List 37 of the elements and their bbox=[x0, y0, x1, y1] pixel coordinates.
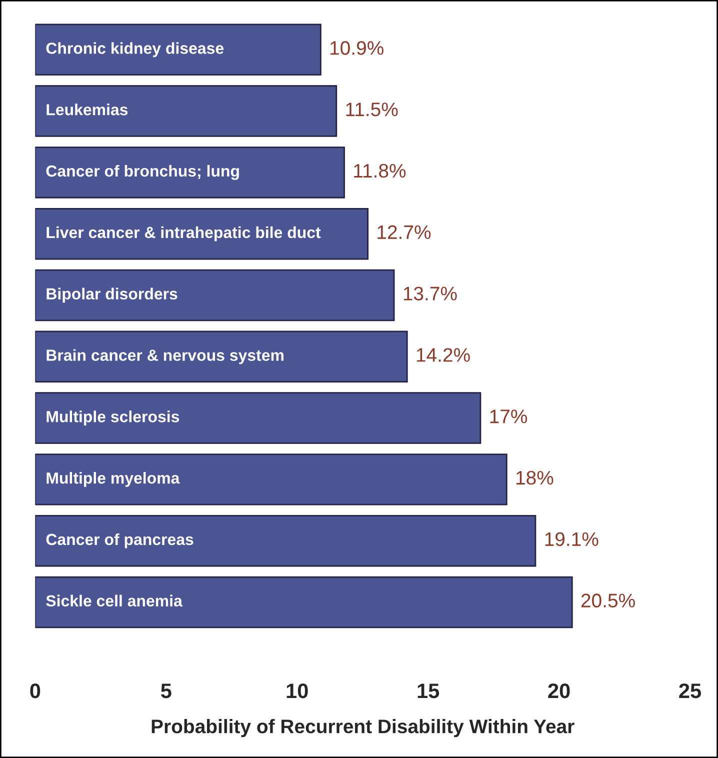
data-label: 20.5% bbox=[581, 594, 635, 608]
bar bbox=[35, 392, 482, 444]
bar bbox=[35, 269, 395, 322]
x-tick-label: 5 bbox=[160, 684, 172, 698]
bar bbox=[35, 514, 536, 567]
y-tick-label: Chronic kidney disease bbox=[46, 42, 224, 58]
bar bbox=[35, 576, 573, 628]
bar bbox=[35, 454, 508, 506]
data-label: 18% bbox=[516, 470, 554, 485]
y-tick-label: Liver cancer & intrahepatic bile duct bbox=[46, 226, 321, 242]
y-tick-label: Cancer of bronchus; lung bbox=[46, 164, 239, 180]
bar bbox=[35, 330, 408, 383]
y-tick-label: Sickle cell anemia bbox=[46, 594, 182, 607]
data-label: 11.5% bbox=[346, 102, 398, 116]
data-label: 19.1% bbox=[545, 532, 598, 546]
x-tick-label: 25 bbox=[679, 683, 702, 698]
x-tick-label: 20 bbox=[548, 683, 570, 698]
y-tick-label: Multiple myeloma bbox=[46, 472, 180, 487]
bar bbox=[35, 208, 369, 260]
y-tick-label: Multiple sclerosis bbox=[46, 410, 180, 426]
bar bbox=[35, 24, 322, 76]
x-tick-label: 10 bbox=[286, 683, 308, 698]
data-label: 10.9% bbox=[330, 41, 384, 55]
data-label: 14.2% bbox=[416, 348, 470, 362]
x-tick-label: 15 bbox=[418, 684, 440, 698]
bar bbox=[35, 146, 345, 198]
x-tick-label: 0 bbox=[30, 683, 40, 698]
data-label: 12.7% bbox=[378, 225, 431, 239]
bar bbox=[35, 85, 338, 137]
y-tick-label: Cancer of pancreas bbox=[46, 533, 194, 548]
y-tick-label: Leukemias bbox=[46, 104, 128, 116]
data-label: 11.8% bbox=[354, 164, 406, 178]
y-tick-label: Brain cancer & nervous system bbox=[46, 349, 284, 364]
x-axis-title: Probability of Recurrent Disability Within Year bbox=[152, 719, 574, 738]
data-label: 17% bbox=[490, 410, 528, 424]
y-tick-label: Bipolar disorders bbox=[46, 288, 178, 303]
data-label: 13.7% bbox=[404, 286, 457, 300]
